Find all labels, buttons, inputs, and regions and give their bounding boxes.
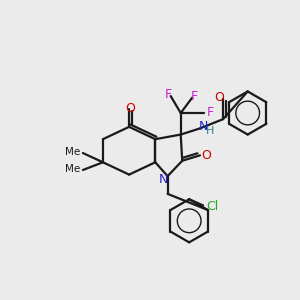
Text: Cl: Cl: [206, 200, 218, 213]
Text: O: O: [214, 91, 224, 104]
Text: Me: Me: [64, 147, 80, 157]
Text: H: H: [206, 127, 214, 136]
Text: F: F: [191, 90, 198, 103]
Text: F: F: [165, 88, 172, 101]
Text: N: N: [198, 120, 208, 134]
Text: O: O: [201, 149, 211, 162]
Text: O: O: [125, 102, 135, 115]
Text: F: F: [206, 106, 214, 119]
Text: Me: Me: [64, 164, 80, 174]
Text: N: N: [159, 173, 168, 187]
